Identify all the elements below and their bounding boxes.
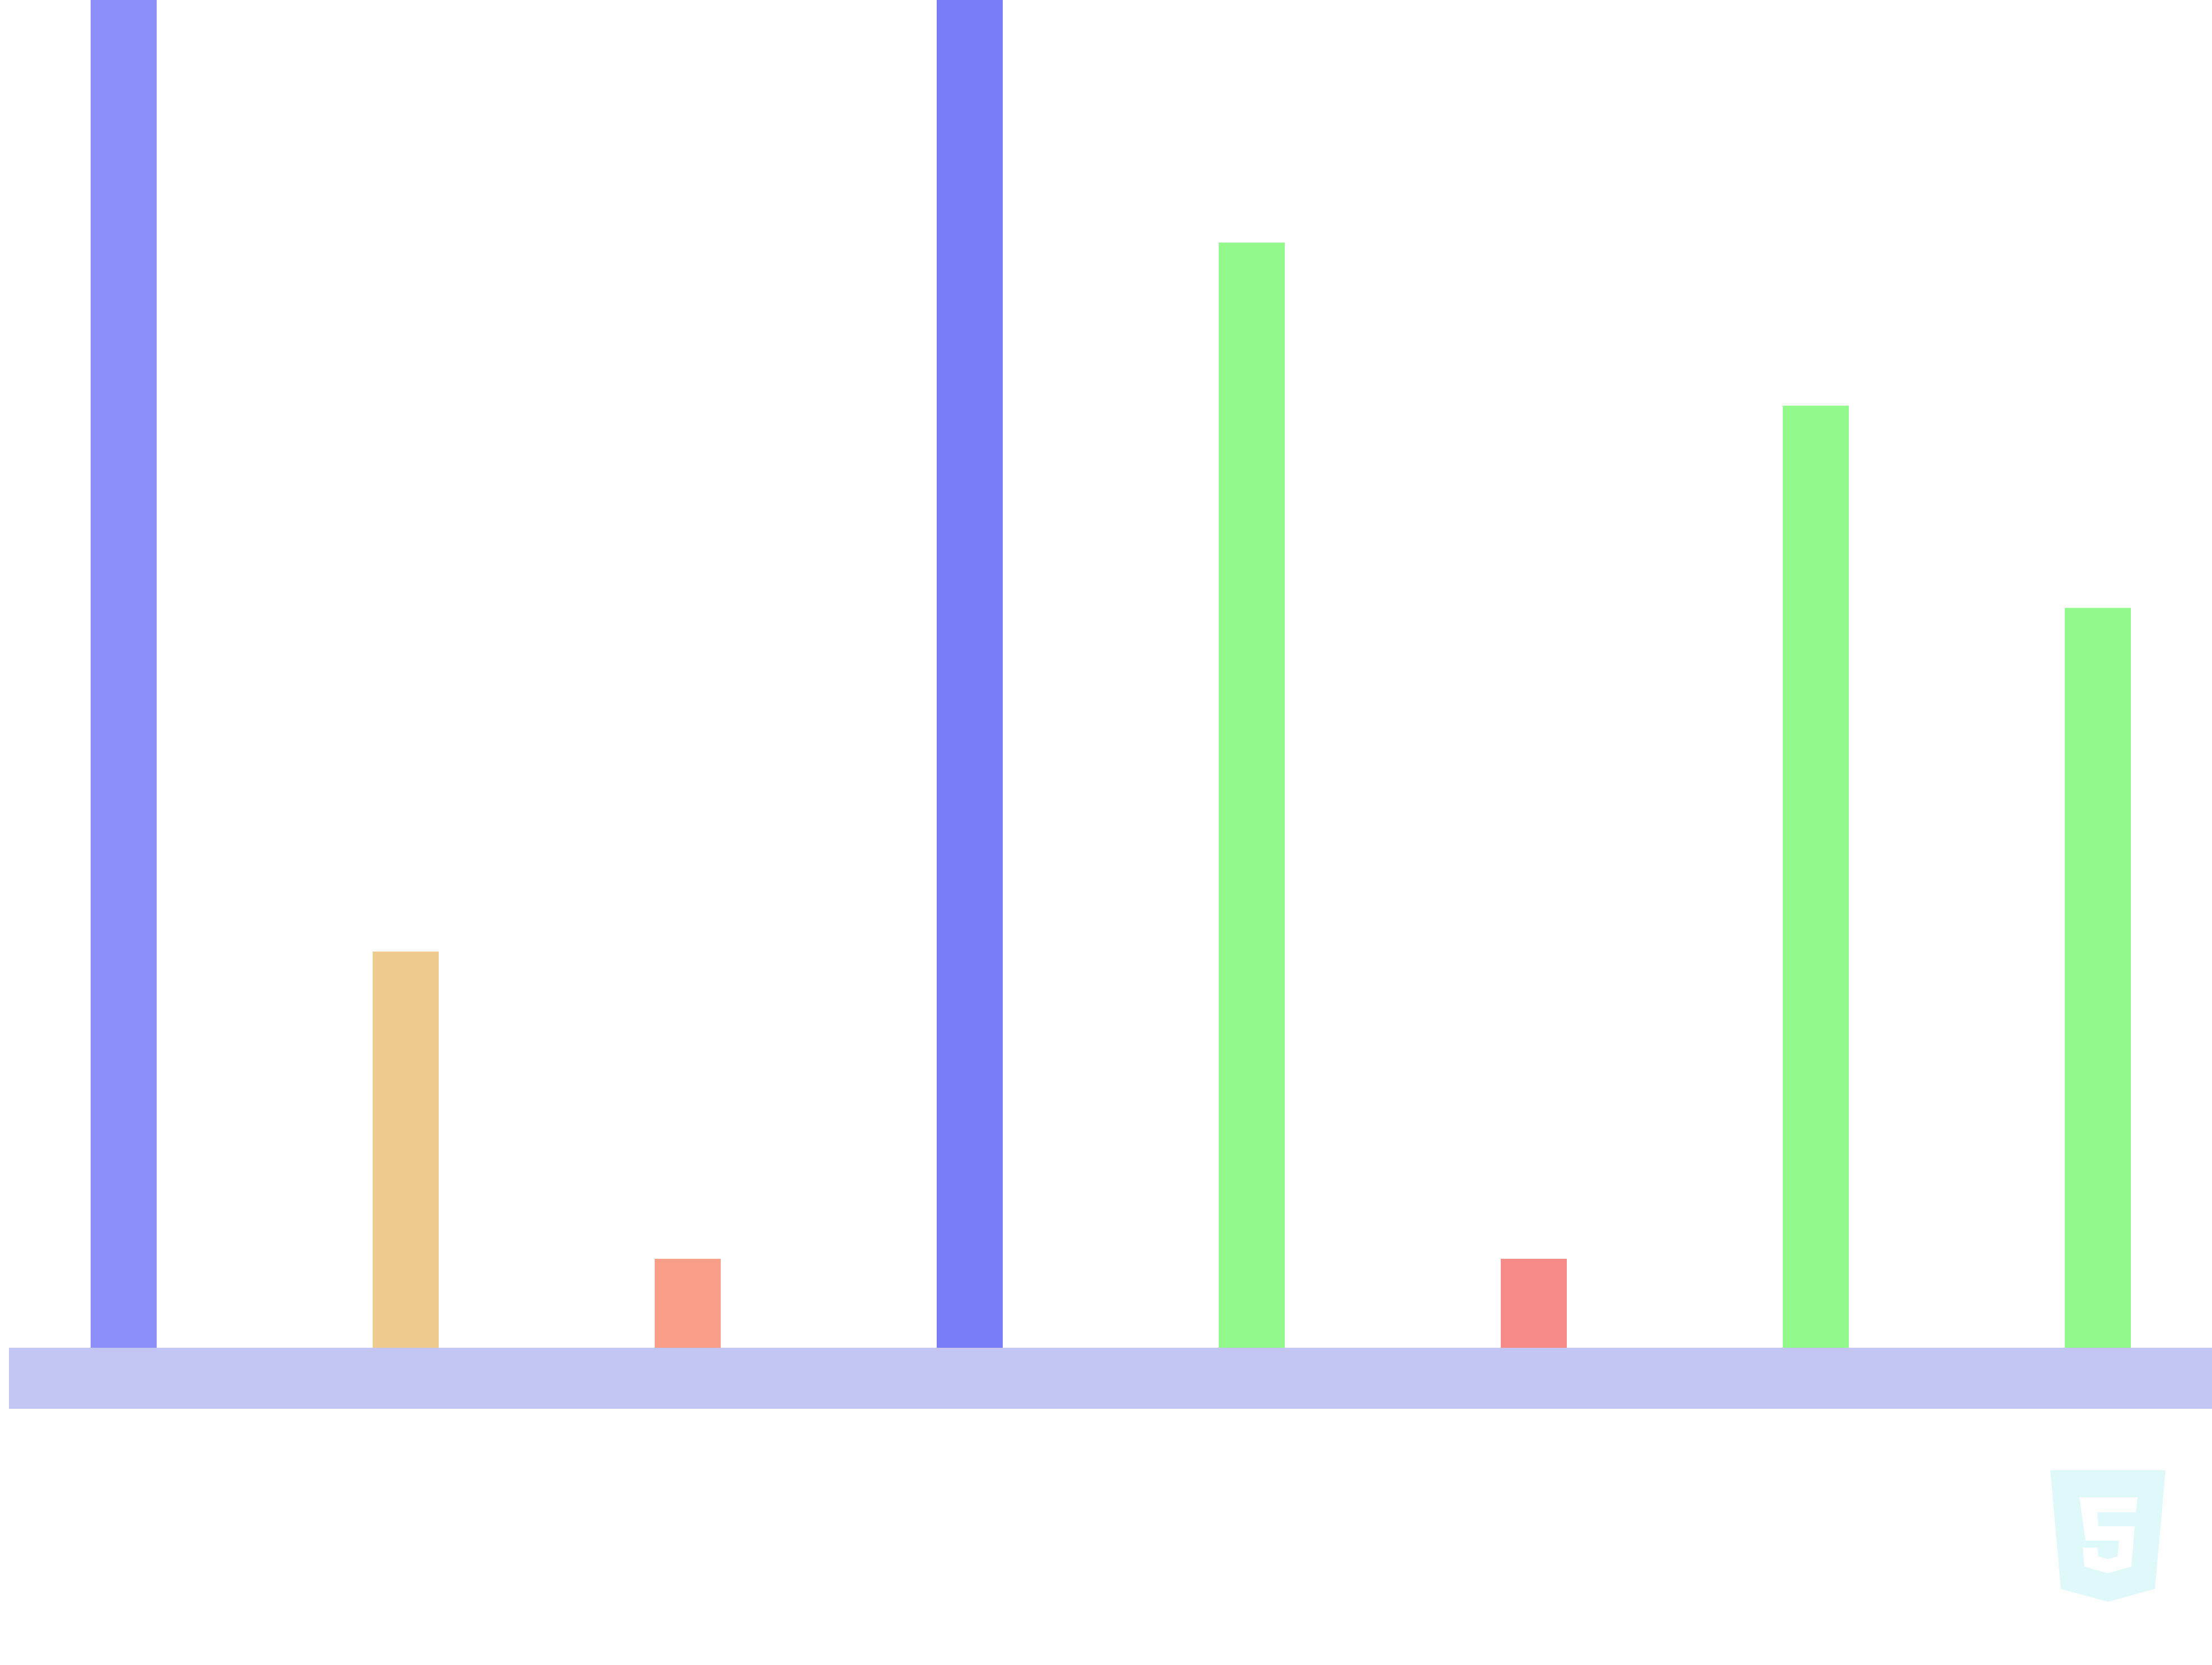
bar-2 — [373, 951, 439, 1348]
x-axis-baseline — [9, 1348, 2212, 1409]
html5-logo-icon — [2050, 1470, 2166, 1602]
bar-5 — [1219, 242, 1285, 1348]
bar-3 — [655, 1259, 721, 1348]
bar-7 — [1783, 406, 1849, 1348]
bar-6 — [1501, 1259, 1567, 1348]
bars-group — [91, 0, 2131, 1348]
bar-1 — [91, 0, 157, 1348]
bar-4 — [937, 0, 1003, 1348]
bar-8 — [2065, 608, 2131, 1348]
